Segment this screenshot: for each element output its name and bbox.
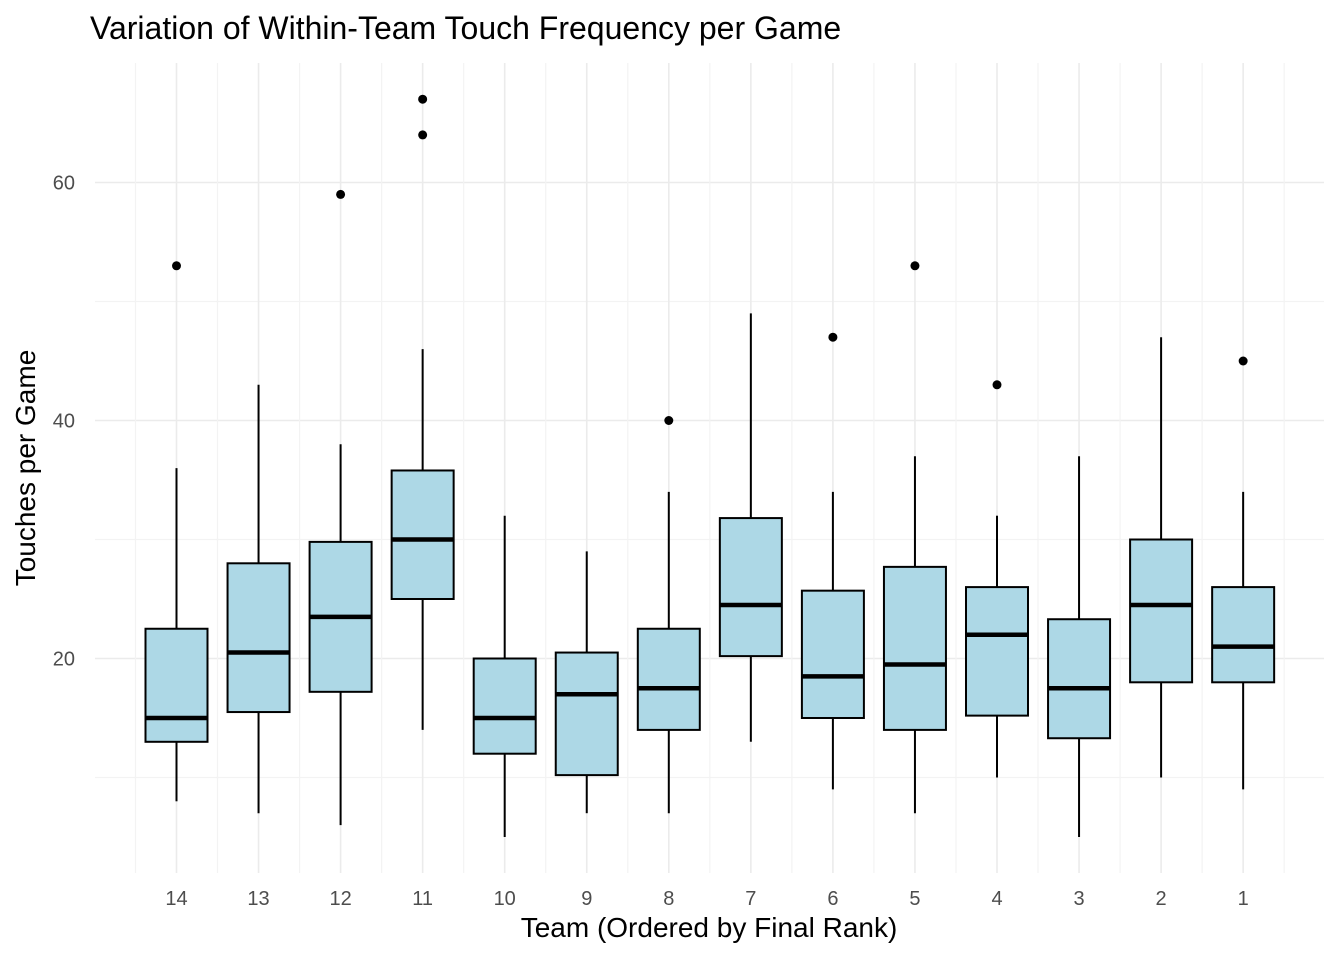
box-iqr	[965, 586, 1029, 717]
x-tick-label: 13	[247, 888, 269, 910]
x-tick-label: 1	[1238, 888, 1249, 910]
box-iqr	[554, 651, 619, 777]
box-iqr	[800, 589, 865, 719]
outlier-point	[418, 94, 428, 104]
box-iqr	[718, 517, 783, 658]
box-iqr	[1211, 586, 1276, 684]
y-tick-label: 60	[53, 173, 75, 195]
x-tick-label: 10	[494, 888, 516, 910]
x-axis-label: Team (Ordered by Final Rank)	[520, 912, 898, 943]
box-iqr	[882, 565, 947, 731]
outlier-point	[910, 261, 920, 271]
box-iqr	[144, 627, 209, 743]
outlier-point	[828, 332, 838, 342]
x-tick-label: 8	[663, 888, 674, 910]
x-tick-label: 5	[909, 888, 920, 910]
box-iqr	[226, 562, 291, 714]
outlier-point	[172, 261, 181, 271]
x-tick-label: 3	[1073, 888, 1084, 910]
x-tick-label: 9	[581, 888, 592, 910]
y-tick-label: 40	[53, 411, 75, 433]
x-tick-label: 4	[991, 888, 1002, 910]
box-iqr	[472, 657, 537, 755]
x-tick-label: 6	[827, 888, 838, 910]
x-tick-label: 12	[329, 888, 351, 910]
y-axis-label: Touches per Game	[10, 349, 41, 587]
outlier-point	[992, 380, 1002, 390]
x-tick-label: 14	[165, 888, 187, 910]
outlier-point	[336, 189, 346, 199]
x-tick-label: 7	[745, 888, 756, 910]
outlier-point	[418, 130, 428, 140]
box-iqr	[1129, 538, 1194, 684]
box-iqr	[636, 627, 701, 731]
x-tick-label: 2	[1156, 888, 1167, 910]
outlier-point	[1238, 356, 1248, 366]
box-iqr	[1047, 618, 1112, 740]
chart-title: Variation of Within-Team Touch Frequency…	[90, 10, 842, 46]
x-tick-label: 11	[412, 888, 433, 910]
box-iqr	[390, 469, 455, 601]
outlier-point	[664, 416, 674, 425]
y-tick-label: 20	[53, 649, 75, 671]
